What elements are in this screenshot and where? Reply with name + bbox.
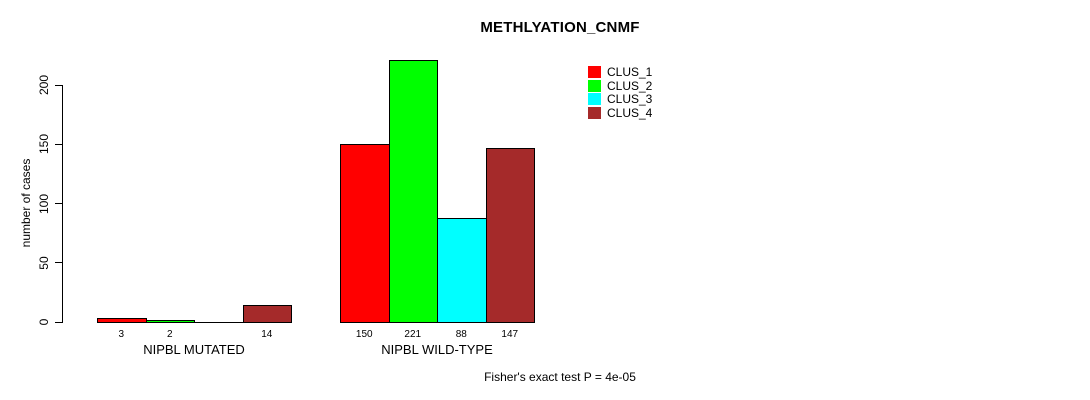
- legend-swatch: [588, 93, 601, 106]
- bar-value-label: 147: [501, 329, 519, 340]
- y-tick-label: 100: [37, 193, 51, 214]
- y-tick-mark: [55, 321, 62, 323]
- annotation-text: Fisher's exact test P = 4e-05: [484, 370, 636, 384]
- y-tick-label: 0: [37, 318, 51, 326]
- y-tick-mark: [55, 203, 62, 204]
- y-tick-label: 200: [37, 74, 51, 96]
- bar-CLUS_2: [145, 320, 195, 323]
- x-group-label: NIPBL MUTATED: [143, 342, 245, 357]
- y-tick-label: 150: [37, 134, 51, 155]
- legend-swatch: [588, 106, 601, 119]
- y-axis-label: number of cases: [19, 158, 33, 248]
- y-tick-label: 50: [37, 256, 51, 270]
- legend-label: CLUS_3: [607, 92, 653, 107]
- y-tick-mark: [55, 143, 62, 145]
- bar-CLUS_1: [340, 144, 390, 323]
- bar-CLUS_2: [388, 60, 438, 323]
- y-tick-mark: [55, 262, 62, 264]
- bar-value-label: 14: [261, 329, 273, 340]
- bar-value-label: 221: [404, 329, 422, 340]
- bar-CLUS_1: [97, 318, 147, 323]
- legend-item-CLUS_2: CLUS_2: [588, 79, 652, 93]
- chart-title: METHLYATION_CNMF: [480, 19, 640, 36]
- bar-value-label: 3: [118, 329, 125, 340]
- legend-item-CLUS_4: CLUS_4: [588, 106, 652, 120]
- x-group-label: NIPBL WILD-TYPE: [381, 342, 493, 357]
- bar-CLUS_3: [437, 218, 487, 323]
- bar-value-label: 2: [166, 329, 173, 340]
- legend-label: CLUS_2: [607, 78, 653, 93]
- bar-CLUS_4: [485, 148, 535, 323]
- legend-label: CLUS_4: [607, 105, 653, 120]
- bar-value-label: 150: [355, 329, 373, 340]
- y-tick-mark: [55, 84, 62, 86]
- legend-item-CLUS_1: CLUS_1: [588, 65, 652, 79]
- legend-swatch: [588, 79, 601, 92]
- legend-label: CLUS_1: [607, 64, 653, 79]
- legend-swatch: [588, 65, 601, 78]
- legend-item-CLUS_3: CLUS_3: [588, 92, 652, 106]
- legend: CLUS_1 CLUS_2 CLUS_3 CLUS_4: [588, 65, 652, 120]
- bar-value-label: 88: [455, 329, 467, 340]
- y-axis-line: [62, 85, 63, 323]
- bar-CLUS_4: [242, 305, 292, 323]
